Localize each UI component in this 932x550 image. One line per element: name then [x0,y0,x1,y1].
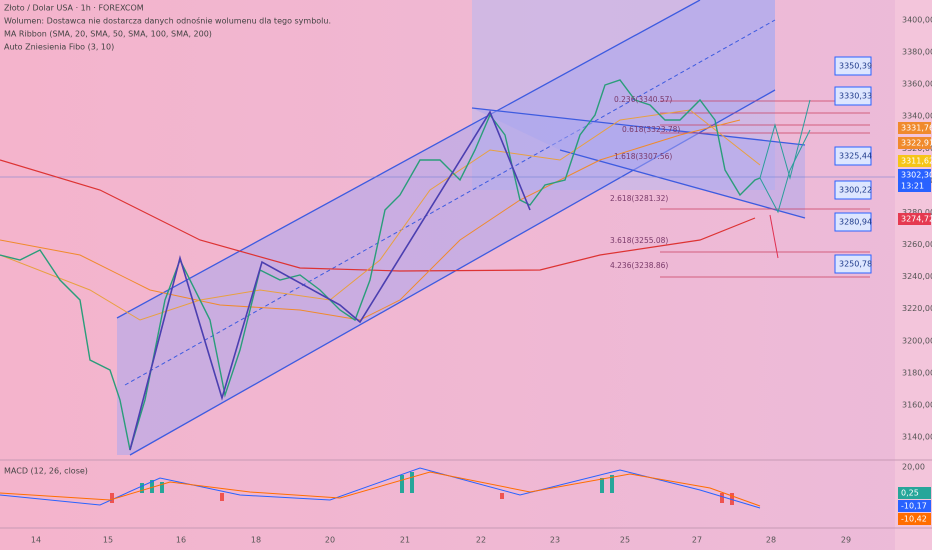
price-tag-box [898,155,931,167]
header-ma: MA Ribbon (SMA, 20, SMA, 50, SMA, 100, S… [4,30,212,39]
price-tag: 3322,91 [901,139,932,148]
target-label: 3280,94 [839,218,872,227]
target-box [834,180,872,200]
date-label: 28 [766,536,776,545]
macd-tag-box [898,513,931,525]
macd-tag: -10,17 [901,502,927,511]
date-label: 25 [620,536,630,545]
signal-line [0,471,761,507]
date-label: 20 [325,536,335,545]
price-tag-box [898,137,931,149]
price-tag: 3331,76 [901,124,932,133]
fib-label: 2.618(3281.32) [610,194,668,203]
price-label: 3400,00 [902,16,932,25]
projection-mid [759,129,811,214]
price-label: 3340,00 [902,112,932,121]
price-tag-box [898,122,931,134]
price-tag-box [898,213,931,225]
price-label: 3140,00 [902,433,932,442]
macd-tag: -10,42 [901,515,927,524]
target-label: 3330,33 [839,92,872,101]
header-title: Złoto / Dolar USA · 1h · FOREXCOM [4,4,144,13]
fib-label: 1.618(3307.56) [614,152,672,161]
channel-line [559,149,806,219]
header-fibo: Auto Zniesienia Fibo (3, 10) [4,43,114,52]
target-label: 3250,78 [839,260,872,269]
price-label: 3160,00 [902,400,932,409]
price-label: 3200,00 [902,336,932,345]
macd-histogram [140,472,614,493]
price-label: 3260,00 [902,240,932,249]
channel-line [116,0,701,319]
header-volume: Wolumen: Dostawca nie dostarcza danych o… [4,16,331,26]
macd-tag-box [898,487,931,499]
rising-channel [117,0,775,455]
price-label: 3380,00 [902,48,932,57]
target-box [834,56,872,76]
price-label: 3360,00 [902,80,932,89]
zigzag [129,110,531,451]
date-label: 18 [251,536,261,545]
channel-mid [124,19,776,386]
price-tag: 3302,30 [901,171,932,180]
fib-label: 3.618(3255.08) [610,236,668,245]
date-label: 23 [550,536,560,545]
macd-tag: 0,25 [901,489,919,498]
date-label: 27 [692,536,702,545]
fib-label: 0.236(3340.57) [614,95,672,104]
ma-100 [0,119,741,321]
projection-up [759,99,811,180]
target-box [834,212,872,232]
price-label: 3280,00 [902,208,932,217]
price-tag-box [898,169,931,181]
date-label: 22 [476,536,486,545]
macd-tag-box [898,500,931,512]
macd-axis-label: 20,00 [902,463,925,472]
ma-200 [0,159,756,272]
macd-histogram [110,493,734,505]
projection-down [769,214,779,259]
price-tag: 3274,72 [901,215,932,224]
target-box [834,254,872,274]
fib-label: 4.236(3238.86) [610,261,668,270]
macd-line [0,467,761,509]
price-label: 3240,00 [902,272,932,281]
date-label: 21 [400,536,410,545]
falling-channel [472,108,805,218]
price-tag-box [898,180,931,192]
target-label: 3300,22 [839,186,872,195]
price-tag: 3311,62 [901,157,932,166]
macd-title: MACD (12, 26, close) [4,467,88,476]
price-label: 3180,00 [902,368,932,377]
price-tag: 13:21 [901,182,924,191]
ma-50 [0,109,761,321]
date-label: 29 [841,536,851,545]
target-label: 3350,39 [839,62,872,71]
price-axis [895,0,932,550]
fib-label: 0.618(3323.78) [622,125,680,134]
target-box [834,86,872,106]
date-label: 14 [31,536,41,545]
channel-line [471,107,806,146]
date-label: 15 [103,536,113,545]
target-label: 3325,44 [839,152,872,161]
target-box [834,146,872,166]
date-label: 16 [176,536,186,545]
price-label: 3220,00 [902,304,932,313]
